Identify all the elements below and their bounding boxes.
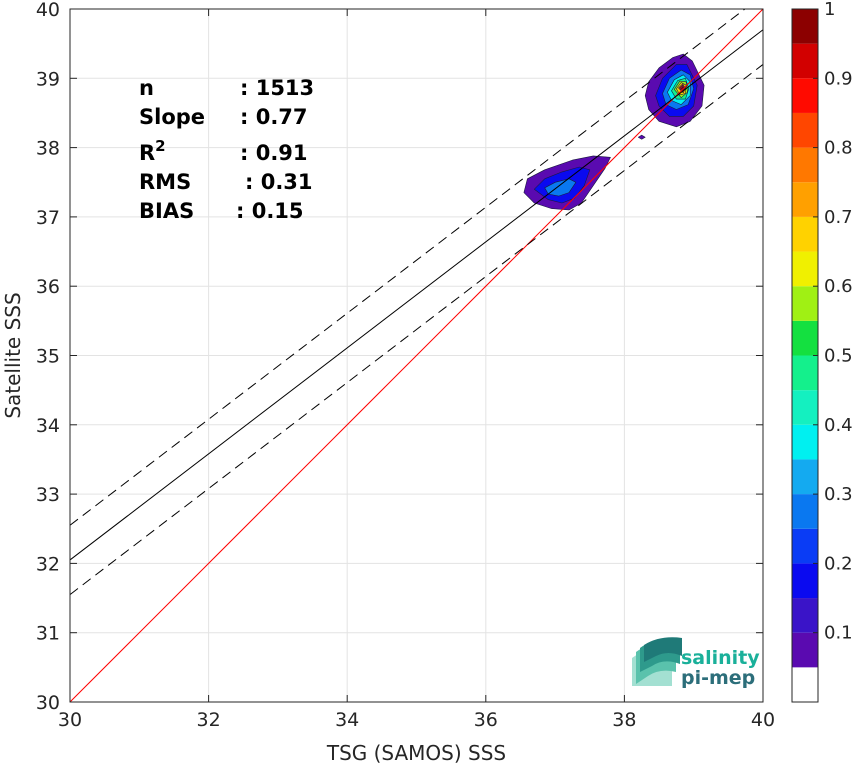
x-axis-ticks: 30 32 34 36 38 40 [58,9,775,731]
stat-value: : 0.77 [240,105,308,129]
colorbar-tick-label: 0.1 [824,623,853,644]
stat-value: : 0.15 [236,199,304,223]
contour-level [544,178,577,197]
stat-value: : 0.31 [245,170,313,194]
colorbar-band [792,598,818,633]
y-axis-label: Satellite SSS [1,292,25,418]
colorbar-band [792,43,818,79]
y-tick-label: 31 [36,623,60,645]
stat-label: Slope [139,105,205,129]
y-tick-label: 38 [36,138,60,160]
reference-line-fit-rms [69,8,746,526]
colorbar-tick-label: 0.6 [824,276,853,297]
x-tick-label: 30 [58,709,82,731]
colorbar-band [792,320,818,356]
colorbar-tick-label: 0.5 [824,346,853,367]
stat-label: RMS [139,170,191,194]
logo-text-pi-mep: pi-mep [681,667,755,689]
salinity-pi-mep-logo: salinity pi-mep [632,637,760,689]
colorbar-band [792,667,818,702]
colorbar-band [792,216,818,252]
colorbar-tick-label: 0.2 [824,553,853,574]
y-tick-label: 39 [36,68,60,90]
stats-annotation: n : 1513 Slope : 0.77 R2 : 0.91 RMS : 0.31 BIAS:… [139,76,314,223]
density-contours [523,53,705,211]
y-tick-label: 32 [36,553,60,575]
y-tick-label: 30 [36,692,60,714]
colorbar-tick-label: 0.7 [824,207,853,228]
colorbar-band [792,182,818,217]
y-tick-label: 36 [36,276,60,298]
density-cluster [523,155,611,211]
colorbar-band [792,459,818,495]
y-tick-label: 37 [36,207,60,229]
y-tick-label: 33 [36,484,60,506]
density-cluster [637,134,646,140]
reference-line-fit [69,29,764,561]
colorbar-tick-label: 0.3 [824,484,853,505]
waves-icon [632,637,682,686]
colorbar-band [792,424,818,460]
colorbar: 0.1 0.2 0.3 0.4 0.5 0.6 0.7 0.8 0.9 1 [791,0,853,703]
colorbar-band [792,78,818,113]
y-tick-label: 40 [36,0,60,21]
colorbar-band [792,9,818,44]
colorbar-tick-label: 1 [824,0,835,20]
colorbar-tick-label: 0.8 [824,138,853,159]
colorbar-band [792,112,818,148]
colorbar-band [792,251,818,287]
contour-level [637,134,646,140]
colorbar-band [792,355,818,391]
colorbar-band [792,147,818,183]
colorbar-band [792,528,818,564]
colorbar-band [792,563,818,599]
reference-lines [69,8,764,703]
y-axis-ticks: 30 31 32 33 34 35 36 37 38 39 40 [36,0,763,714]
y-tick-label: 34 [36,415,60,437]
stat-label: R2 [139,137,166,165]
y-tick-label: 35 [36,346,60,368]
stat-value: : 1513 [240,76,314,100]
colorbar-band [792,390,818,425]
stat-value: : 0.91 [240,141,308,165]
colorbar-tick-label: 0.9 [824,68,853,89]
reference-line-fit-rms [69,64,764,595]
x-tick-label: 36 [474,709,498,731]
colorbar-tick-label: 0.4 [824,415,853,436]
x-tick-label: 38 [612,709,636,731]
stat-label: n [139,76,154,100]
x-tick-label: 34 [335,709,359,731]
x-tick-label: 40 [751,709,775,731]
colorbar-band [792,494,818,529]
logo-text-salinity: salinity [681,647,760,669]
stat-label: BIAS [139,199,194,223]
colorbar-band [792,632,818,668]
colorbar-band [792,286,818,321]
x-axis-label: TSG (SAMOS) SSS [326,741,506,765]
x-tick-label: 32 [197,709,221,731]
reference-line-1-1 [69,8,764,703]
